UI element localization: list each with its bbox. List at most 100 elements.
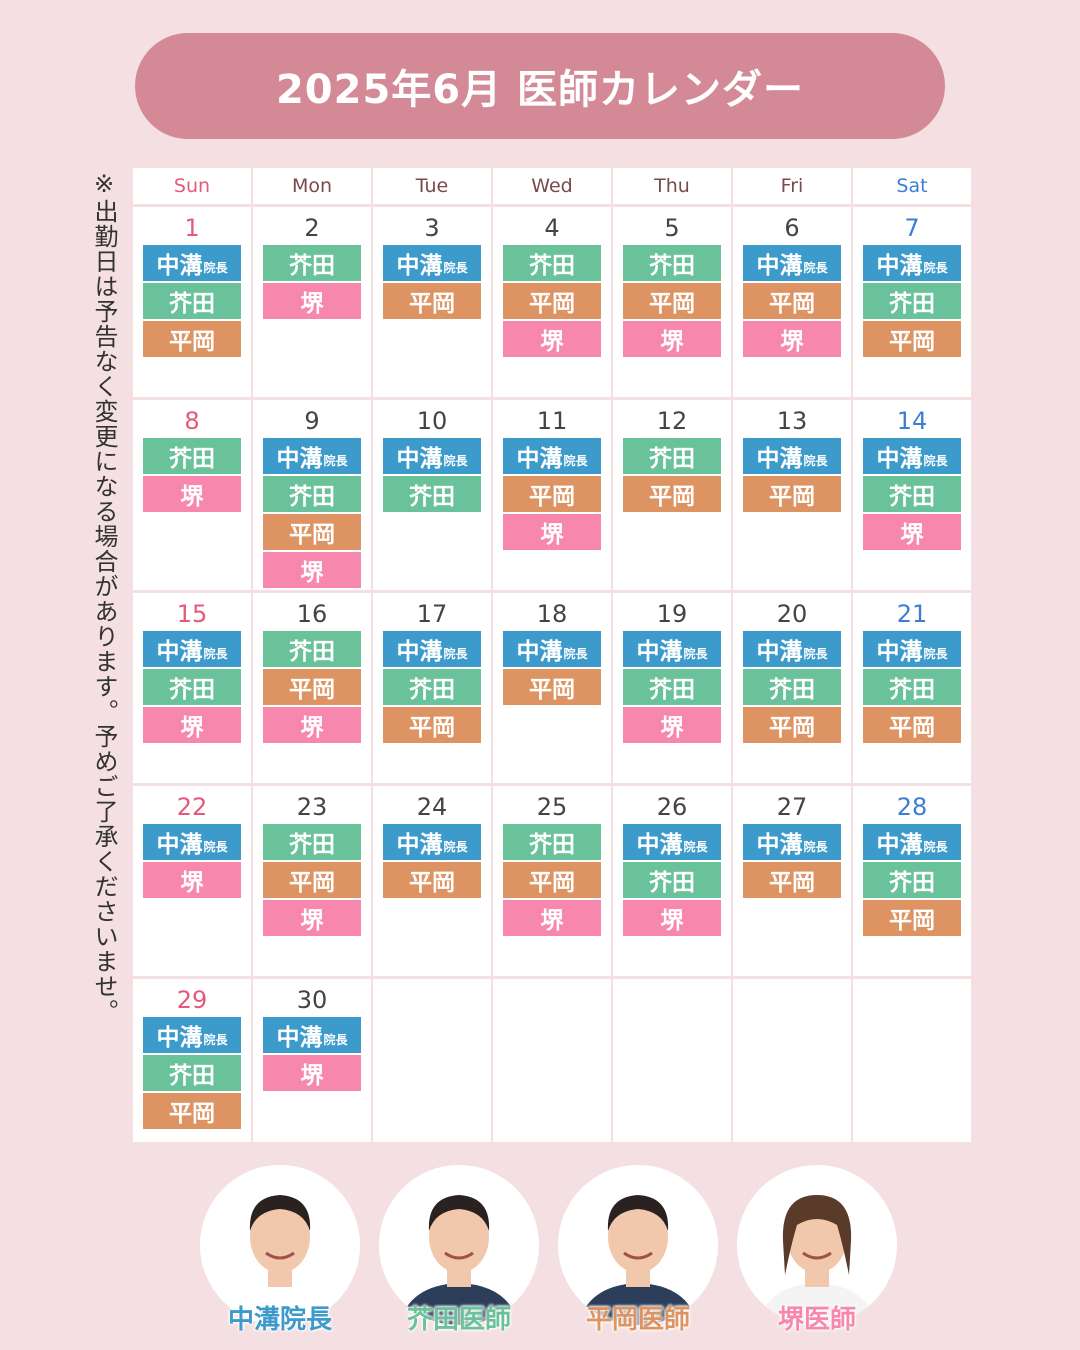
- doctor-badge-nakamizo: 中溝 院長: [503, 631, 601, 667]
- day-number: 10: [416, 407, 448, 435]
- day-number: 30: [296, 986, 328, 1014]
- day-number: 12: [656, 407, 688, 435]
- doctor-badge-sakai: 堺: [263, 1055, 361, 1091]
- doctor-photo: [379, 1165, 539, 1325]
- doctor-badge-akuta: 芥田: [143, 283, 241, 319]
- calendar-empty-cell: [613, 979, 731, 1142]
- doctor-badge-akuta: 芥田: [863, 862, 961, 898]
- calendar-day-12: 12 芥田 平岡: [613, 400, 731, 590]
- doctor-badge-nakamizo: 中溝 院長: [143, 631, 241, 667]
- doctor-hiraoka: 平岡医師: [548, 1163, 728, 1343]
- day-number: 1: [184, 214, 200, 242]
- day-number: 4: [544, 214, 560, 242]
- doctor-badge-hiraoka: 平岡: [143, 1093, 241, 1129]
- calendar-day-13: 13 中溝 院長 平岡: [733, 400, 851, 590]
- doctor-badge-nakamizo: 中溝 院長: [863, 245, 961, 281]
- doctor-badge-hiraoka: 平岡: [743, 862, 841, 898]
- calendar-day-2: 2 芥田堺: [253, 207, 371, 397]
- weekday-header-thu: Thu: [613, 168, 731, 204]
- day-number: 2: [304, 214, 320, 242]
- doctor-badge-akuta: 芥田: [863, 476, 961, 512]
- calendar-day-5: 5 芥田 平岡堺: [613, 207, 731, 397]
- doctor-badge-sakai: 堺: [863, 514, 961, 550]
- doctor-badge-sakai: 堺: [503, 321, 601, 357]
- day-number: 11: [536, 407, 568, 435]
- doctor-akuta: 芥田医師: [369, 1163, 549, 1343]
- day-number: 5: [664, 214, 680, 242]
- day-number: 27: [776, 793, 808, 821]
- doctor-badge-nakamizo: 中溝 院長: [743, 438, 841, 474]
- doctor-badge-akuta: 芥田: [383, 476, 481, 512]
- doctor-badge-akuta: 芥田: [383, 669, 481, 705]
- doctor-photo: [737, 1165, 897, 1325]
- doctor-badge-nakamizo: 中溝 院長: [143, 1017, 241, 1053]
- day-number: 23: [296, 793, 328, 821]
- doctor-badge-sakai: 堺: [263, 707, 361, 743]
- doctor-badge-hiraoka: 平岡: [263, 669, 361, 705]
- doctor-badge-akuta: 芥田: [623, 438, 721, 474]
- doctor-badge-nakamizo: 中溝 院長: [143, 245, 241, 281]
- day-number: 20: [776, 600, 808, 628]
- calendar-day-19: 19 中溝 院長 芥田堺: [613, 593, 731, 783]
- calendar-empty-cell: [373, 979, 491, 1142]
- calendar-day-23: 23 芥田 平岡堺: [253, 786, 371, 976]
- calendar-empty-cell: [733, 979, 851, 1142]
- doctor-badge-nakamizo: 中溝 院長: [383, 631, 481, 667]
- day-number: 26: [656, 793, 688, 821]
- doctor-name: 芥田医師: [406, 1305, 511, 1335]
- doctor-badge-hiraoka: 平岡: [503, 669, 601, 705]
- doctor-badge-nakamizo: 中溝 院長: [863, 438, 961, 474]
- day-number: 7: [904, 214, 920, 242]
- doctor-badge-sakai: 堺: [263, 283, 361, 319]
- doctor-badge-hiraoka: 平岡: [503, 862, 601, 898]
- day-number: 19: [656, 600, 688, 628]
- page-title: 2025年6月 医師カレンダー: [135, 33, 945, 139]
- doctor-badge-akuta: 芥田: [743, 669, 841, 705]
- calendar-day-8: 8 芥田堺: [133, 400, 251, 590]
- weekday-header-tue: Tue: [373, 168, 491, 204]
- calendar-grid: Sun Mon Tue Wed Thu Fri Sat 1 中溝 院長 芥田 平岡 2 芥田堺 3 中溝 院長平…: [133, 168, 971, 1142]
- doctor-badge-hiraoka: 平岡: [743, 707, 841, 743]
- doctor-badge-hiraoka: 平岡: [263, 862, 361, 898]
- doctor-badge-akuta: 芥田: [263, 631, 361, 667]
- doctor-badge-nakamizo: 中溝 院長: [743, 631, 841, 667]
- doctor-badge-sakai: 堺: [623, 707, 721, 743]
- day-number: 8: [184, 407, 200, 435]
- weekday-header-mon: Mon: [253, 168, 371, 204]
- calendar-day-6: 6 中溝 院長 平岡堺: [733, 207, 851, 397]
- doctor-badge-sakai: 堺: [623, 900, 721, 936]
- doctor-badge-akuta: 芥田: [863, 283, 961, 319]
- doctor-badge-nakamizo: 中溝 院長: [383, 824, 481, 860]
- doctor-badge-hiraoka: 平岡: [383, 862, 481, 898]
- day-number: 24: [416, 793, 448, 821]
- doctor-photo: [200, 1165, 360, 1325]
- day-number: 16: [296, 600, 328, 628]
- day-number: 13: [776, 407, 808, 435]
- day-number: 22: [176, 793, 208, 821]
- doctor-badge-nakamizo: 中溝 院長: [263, 438, 361, 474]
- day-number: 25: [536, 793, 568, 821]
- doctor-name: 中溝院長: [227, 1305, 332, 1335]
- doctor-photo: [558, 1165, 718, 1325]
- doctor-badge-hiraoka: 平岡: [383, 283, 481, 319]
- calendar-day-26: 26 中溝 院長 芥田堺: [613, 786, 731, 976]
- doctor-badge-sakai: 堺: [503, 900, 601, 936]
- doctor-badge-hiraoka: 平岡: [503, 283, 601, 319]
- doctor-badge-nakamizo: 中溝 院長: [503, 438, 601, 474]
- day-number: 17: [416, 600, 448, 628]
- calendar-day-24: 24 中溝 院長 平岡: [373, 786, 491, 976]
- doctor-badge-nakamizo: 中溝 院長: [623, 824, 721, 860]
- doctor-badge-sakai: 堺: [143, 862, 241, 898]
- calendar-day-25: 25 芥田 平岡堺: [493, 786, 611, 976]
- doctor-badge-sakai: 堺: [743, 321, 841, 357]
- day-number: 29: [176, 986, 208, 1014]
- doctor-badge-akuta: 芥田: [143, 669, 241, 705]
- calendar-day-11: 11 中溝 院長 平岡堺: [493, 400, 611, 590]
- schedule-change-note: ※出勤日は予告なく変更になる場合があります。予めご了承くださいませ。: [90, 170, 118, 1024]
- calendar-day-27: 27 中溝 院長 平岡: [733, 786, 851, 976]
- doctor-badge-akuta: 芥田: [503, 824, 601, 860]
- calendar-day-16: 16 芥田 平岡堺: [253, 593, 371, 783]
- doctor-badge-akuta: 芥田: [863, 669, 961, 705]
- doctor-badge-akuta: 芥田: [263, 245, 361, 281]
- calendar-day-22: 22 中溝 院長堺: [133, 786, 251, 976]
